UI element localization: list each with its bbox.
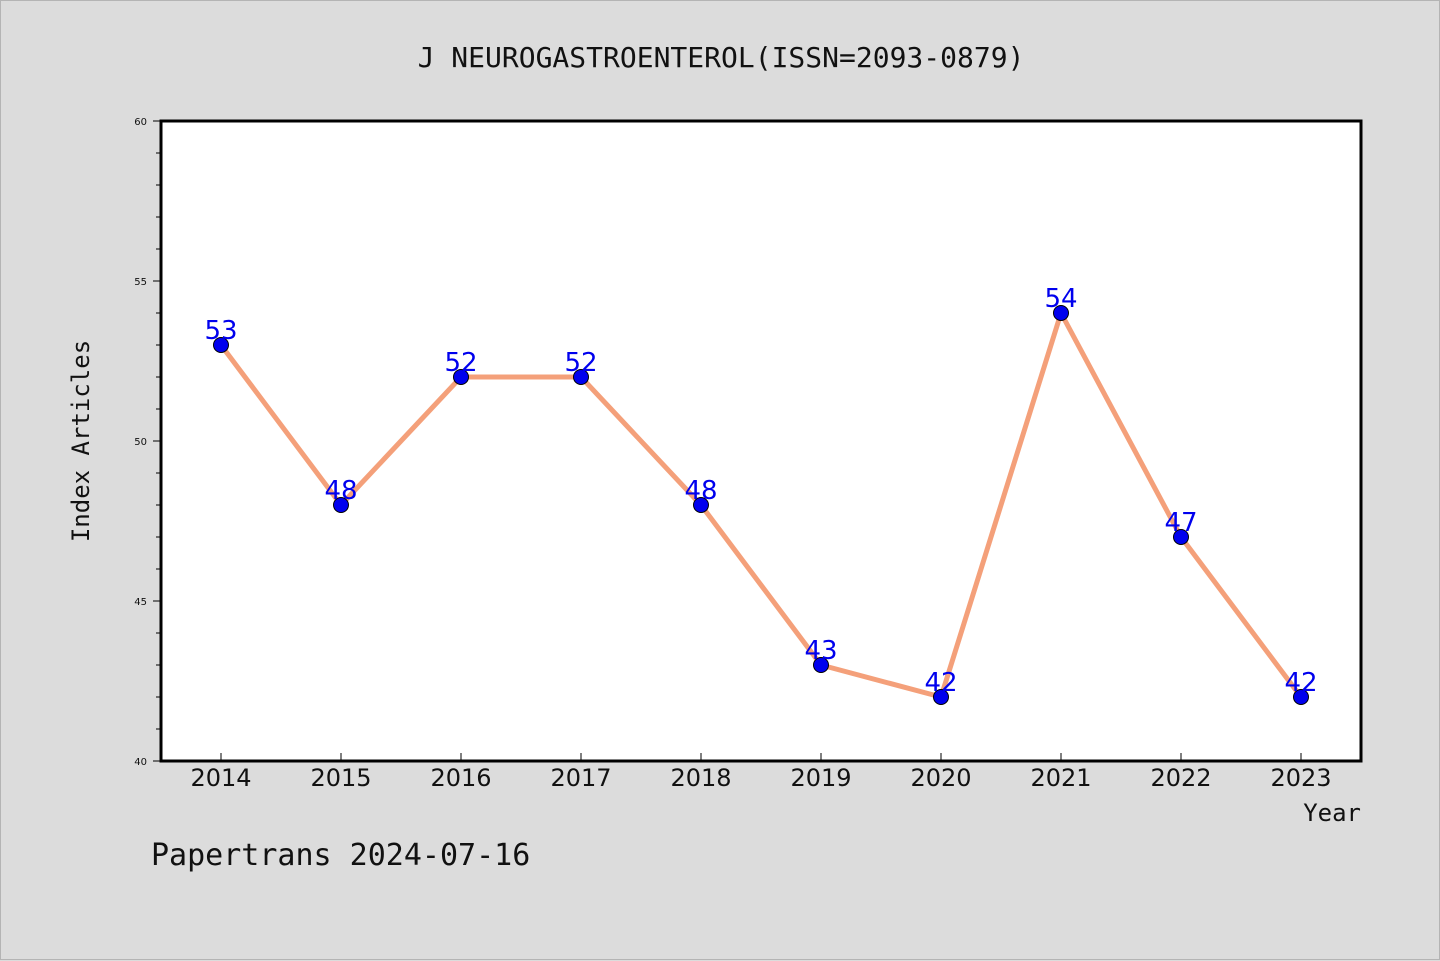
- data-point-marker: [573, 369, 589, 385]
- data-point-label: 47: [1164, 508, 1197, 538]
- plot-border: [159, 119, 1363, 763]
- data-point-marker: [213, 337, 229, 353]
- data-point-marker: [453, 369, 469, 385]
- x-tick-label: 2014: [190, 764, 251, 792]
- y-tick-label: 60: [134, 117, 147, 128]
- x-tick-label: 2015: [310, 764, 371, 792]
- data-point-marker: [1293, 689, 1309, 705]
- x-tick-label: 2019: [790, 764, 851, 792]
- x-tick-label: 2016: [430, 764, 491, 792]
- y-tick-label: 45: [134, 597, 147, 608]
- data-point-marker: [1173, 529, 1189, 545]
- data-point-marker: [693, 497, 709, 513]
- data-point-label: 53: [204, 316, 237, 346]
- data-point-label: 52: [564, 348, 597, 378]
- footer-watermark: Papertrans 2024-07-16: [151, 838, 530, 873]
- plot-area: [161, 121, 1361, 761]
- y-axis-label: Index Articles: [67, 340, 95, 542]
- data-labels: 53 48 52 52 48 43 42 54 47 42: [204, 284, 1317, 698]
- x-tick-label: 2018: [670, 764, 731, 792]
- data-point-marker: [333, 497, 349, 513]
- data-point-label: 48: [324, 476, 357, 506]
- data-point-label: 42: [924, 668, 957, 698]
- data-point-label: 43: [804, 636, 837, 666]
- x-tick-label: 2021: [1030, 764, 1091, 792]
- x-tick-label: 2017: [550, 764, 611, 792]
- series-markers: [213, 305, 1309, 705]
- y-tick-label: 50: [134, 437, 147, 448]
- data-point-label: 52: [444, 348, 477, 378]
- x-axis-ticks: 2014 2015 2016 2017 2018 2019 2020 2021 2022 2023: [190, 753, 1332, 792]
- x-tick-label: 2023: [1270, 764, 1331, 792]
- data-point-label: 54: [1044, 284, 1077, 314]
- data-point-marker: [1053, 305, 1069, 321]
- data-point-marker: [813, 657, 829, 673]
- y-tick-label: 55: [134, 277, 147, 288]
- series-line: [218, 310, 1304, 700]
- chart-title: J NEUROGASTROENTEROL(ISSN=2093-0879): [418, 41, 1025, 74]
- y-axis-ticks: 40 45 50 55 60: [134, 117, 161, 768]
- data-point-label: 42: [1284, 668, 1317, 698]
- data-point-label: 48: [684, 476, 717, 506]
- data-point-marker: [933, 689, 949, 705]
- x-axis-label: Year: [1303, 799, 1361, 827]
- y-tick-label: 40: [134, 757, 147, 768]
- x-tick-label: 2020: [910, 764, 971, 792]
- x-tick-label: 2022: [1150, 764, 1211, 792]
